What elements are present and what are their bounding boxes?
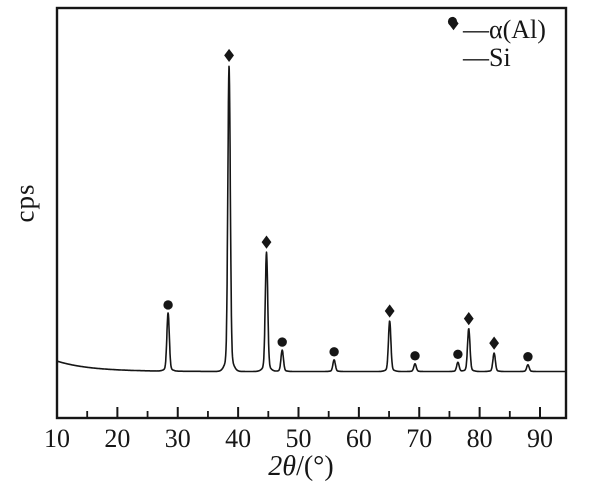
legend-label-si: Si xyxy=(489,43,511,72)
x-axis-tick-label: 70 xyxy=(406,424,432,453)
legend-separator: — xyxy=(463,43,489,72)
legend: — α(Al) — Si xyxy=(447,16,546,71)
peak-marker-circle xyxy=(453,349,463,359)
x-axis-tick-label: 40 xyxy=(225,424,251,453)
y-axis-title: cps xyxy=(9,183,40,223)
x-axis-title-symbol: 2θ xyxy=(268,451,297,482)
legend-item-si: — Si xyxy=(447,16,546,72)
peak-marker-diamond xyxy=(463,312,474,326)
xrd-trace xyxy=(56,65,567,373)
x-axis-tick-label: 30 xyxy=(165,424,191,453)
peak-marker-diamond xyxy=(384,304,395,318)
x-axis-tick-label: 60 xyxy=(346,424,372,453)
peak-marker-circle xyxy=(163,300,173,310)
peak-marker-circle xyxy=(329,347,339,357)
peak-marker-circle xyxy=(277,337,287,347)
peak-marker-diamond xyxy=(224,48,234,63)
x-axis-title-unit: /(°) xyxy=(296,451,334,482)
x-axis-tick-label: 10 xyxy=(44,424,70,453)
legend-separator: — xyxy=(463,15,489,44)
plot-frame xyxy=(55,6,568,420)
legend-label-al: α(Al) xyxy=(489,15,546,44)
peak-marker-diamond xyxy=(489,336,500,350)
x-axis-tick-label: 20 xyxy=(104,424,130,453)
peak-marker-circle xyxy=(410,351,420,361)
x-axis-tick-label: 80 xyxy=(467,424,493,453)
x-axis-tick-label: 90 xyxy=(527,424,553,453)
peak-marker-circle xyxy=(523,352,533,362)
legend-item-al: — α(Al) xyxy=(447,16,546,43)
peak-marker-diamond xyxy=(261,235,272,249)
x-axis-title: 2θ/(°) xyxy=(268,451,333,483)
x-axis-tick-label: 50 xyxy=(286,424,312,453)
